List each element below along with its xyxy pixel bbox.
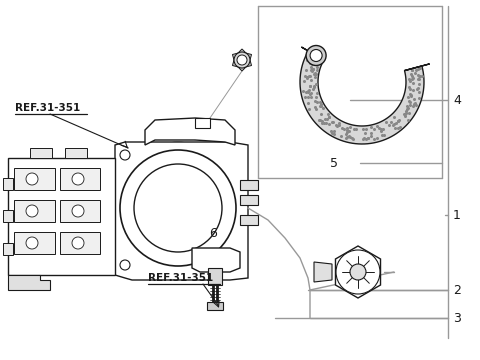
Polygon shape bbox=[115, 142, 248, 280]
Polygon shape bbox=[60, 200, 100, 222]
Circle shape bbox=[72, 237, 84, 249]
Polygon shape bbox=[240, 215, 258, 225]
Polygon shape bbox=[336, 246, 381, 298]
Polygon shape bbox=[30, 148, 52, 158]
Polygon shape bbox=[14, 232, 55, 254]
Circle shape bbox=[310, 50, 322, 62]
Polygon shape bbox=[3, 178, 13, 190]
Circle shape bbox=[72, 205, 84, 217]
Polygon shape bbox=[246, 60, 252, 67]
Circle shape bbox=[112, 142, 244, 274]
Polygon shape bbox=[3, 210, 13, 222]
Text: 5: 5 bbox=[330, 157, 338, 170]
Circle shape bbox=[120, 260, 130, 270]
Circle shape bbox=[26, 237, 38, 249]
Circle shape bbox=[120, 150, 236, 266]
Polygon shape bbox=[405, 64, 430, 71]
Polygon shape bbox=[238, 49, 246, 53]
Text: 6: 6 bbox=[209, 227, 217, 240]
Polygon shape bbox=[195, 118, 210, 128]
Polygon shape bbox=[3, 243, 13, 255]
Circle shape bbox=[306, 45, 326, 66]
Text: 1: 1 bbox=[453, 208, 461, 221]
Circle shape bbox=[26, 173, 38, 185]
Circle shape bbox=[134, 164, 222, 252]
Polygon shape bbox=[65, 148, 87, 158]
Polygon shape bbox=[246, 53, 252, 60]
Circle shape bbox=[350, 264, 366, 280]
Polygon shape bbox=[232, 53, 238, 60]
Circle shape bbox=[120, 150, 130, 160]
Polygon shape bbox=[314, 262, 332, 282]
Polygon shape bbox=[207, 302, 223, 310]
Circle shape bbox=[336, 250, 380, 294]
Circle shape bbox=[26, 205, 38, 217]
Polygon shape bbox=[300, 51, 424, 144]
Polygon shape bbox=[238, 67, 246, 71]
Text: 2: 2 bbox=[453, 284, 461, 297]
Polygon shape bbox=[301, 47, 324, 60]
Polygon shape bbox=[145, 118, 235, 145]
Circle shape bbox=[234, 52, 250, 68]
Circle shape bbox=[72, 173, 84, 185]
Polygon shape bbox=[240, 195, 258, 205]
Text: 3: 3 bbox=[453, 311, 461, 324]
Circle shape bbox=[237, 55, 247, 65]
Polygon shape bbox=[192, 248, 240, 272]
Polygon shape bbox=[240, 180, 258, 190]
Polygon shape bbox=[232, 60, 238, 67]
Text: REF.31-351: REF.31-351 bbox=[15, 103, 80, 113]
Text: REF.31-351: REF.31-351 bbox=[148, 273, 213, 283]
Polygon shape bbox=[60, 168, 100, 190]
Polygon shape bbox=[60, 232, 100, 254]
Text: 4: 4 bbox=[453, 94, 461, 107]
Polygon shape bbox=[8, 158, 115, 275]
Polygon shape bbox=[208, 268, 222, 285]
Polygon shape bbox=[14, 168, 55, 190]
Polygon shape bbox=[8, 275, 50, 290]
Polygon shape bbox=[14, 200, 55, 222]
